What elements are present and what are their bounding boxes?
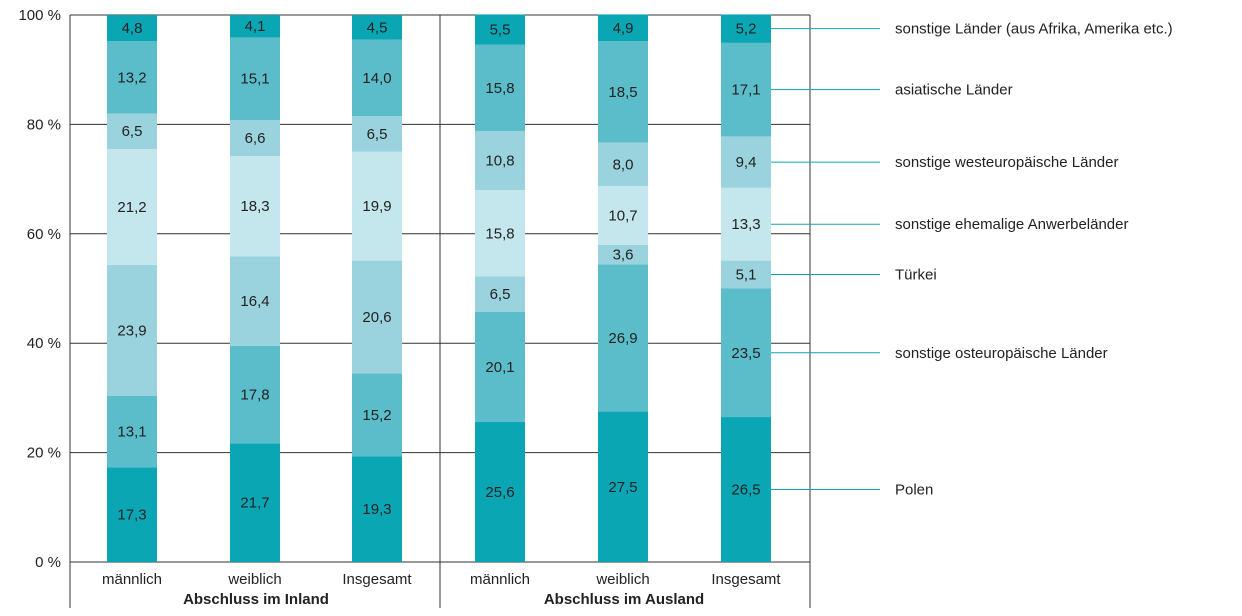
data-label: 17,3 bbox=[117, 507, 146, 524]
data-label: 10,7 bbox=[608, 207, 637, 224]
data-label: 5,5 bbox=[490, 21, 511, 38]
y-tick-label: 0 % bbox=[35, 554, 61, 571]
y-tick-label: 80 % bbox=[27, 116, 61, 133]
group-label: Abschluss im Ausland bbox=[544, 591, 704, 608]
data-label: 13,1 bbox=[117, 424, 146, 441]
data-label: 6,5 bbox=[367, 126, 388, 143]
x-tick-label: männlich bbox=[102, 571, 162, 588]
data-label: 13,3 bbox=[731, 216, 760, 233]
data-label: 26,5 bbox=[731, 482, 760, 499]
data-label: 14,0 bbox=[362, 70, 391, 87]
data-label: 20,6 bbox=[362, 309, 391, 326]
data-label: 13,2 bbox=[117, 69, 146, 86]
legend-label: Polen bbox=[895, 482, 933, 499]
x-tick-label: Insgesamt bbox=[711, 571, 781, 588]
data-label: 17,1 bbox=[731, 82, 760, 99]
data-label: 6,5 bbox=[122, 123, 143, 140]
x-tick-label: weiblich bbox=[227, 571, 281, 588]
data-label: 21,2 bbox=[117, 199, 146, 216]
data-label: 6,6 bbox=[245, 130, 266, 147]
data-label: 20,1 bbox=[485, 359, 514, 376]
data-label: 27,5 bbox=[608, 479, 637, 496]
data-label: 6,5 bbox=[490, 286, 511, 303]
data-label: 4,8 bbox=[122, 20, 143, 37]
y-tick-label: 60 % bbox=[27, 226, 61, 243]
data-label: 10,8 bbox=[485, 153, 514, 170]
data-label: 23,9 bbox=[117, 322, 146, 339]
legend-label: sonstige westeuropäische Länder bbox=[895, 154, 1118, 171]
legend-label: sonstige Länder (aus Afrika, Amerika etc… bbox=[895, 21, 1173, 38]
y-tick-label: 40 % bbox=[27, 335, 61, 352]
data-label: 4,5 bbox=[367, 19, 388, 36]
x-tick-label: weiblich bbox=[595, 571, 649, 588]
x-tick-label: Insgesamt bbox=[342, 571, 412, 588]
data-label: 5,1 bbox=[736, 267, 757, 284]
data-label: 15,1 bbox=[240, 71, 269, 88]
legend-label: asiatische Länder bbox=[895, 82, 1013, 99]
data-label: 15,8 bbox=[485, 225, 514, 242]
data-label: 4,9 bbox=[613, 20, 634, 37]
data-label: 16,4 bbox=[240, 293, 269, 310]
data-label: 17,8 bbox=[240, 387, 269, 404]
data-label: 5,2 bbox=[736, 21, 757, 38]
data-label: 15,2 bbox=[362, 407, 391, 424]
legend-label: sonstige ehemalige Anwerbeländer bbox=[895, 216, 1129, 233]
data-label: 19,9 bbox=[362, 198, 391, 215]
data-label: 9,4 bbox=[736, 154, 757, 171]
data-label: 26,9 bbox=[608, 330, 637, 347]
data-label: 21,7 bbox=[240, 495, 269, 512]
legend-label: sonstige osteuropäische Länder bbox=[895, 345, 1108, 362]
data-label: 3,6 bbox=[613, 247, 634, 264]
data-label: 15,8 bbox=[485, 80, 514, 97]
x-tick-label: männlich bbox=[470, 571, 530, 588]
y-tick-label: 20 % bbox=[27, 445, 61, 462]
data-label: 25,6 bbox=[485, 484, 514, 501]
y-tick-label: 100 % bbox=[18, 7, 61, 24]
legend-label: Türkei bbox=[895, 267, 937, 284]
data-label: 23,5 bbox=[731, 345, 760, 362]
data-label: 4,1 bbox=[245, 18, 266, 35]
data-label: 8,0 bbox=[613, 156, 634, 173]
data-label: 18,5 bbox=[608, 84, 637, 101]
data-label: 19,3 bbox=[362, 501, 391, 518]
group-label: Abschluss im Inland bbox=[183, 591, 329, 608]
data-label: 18,3 bbox=[240, 198, 269, 215]
